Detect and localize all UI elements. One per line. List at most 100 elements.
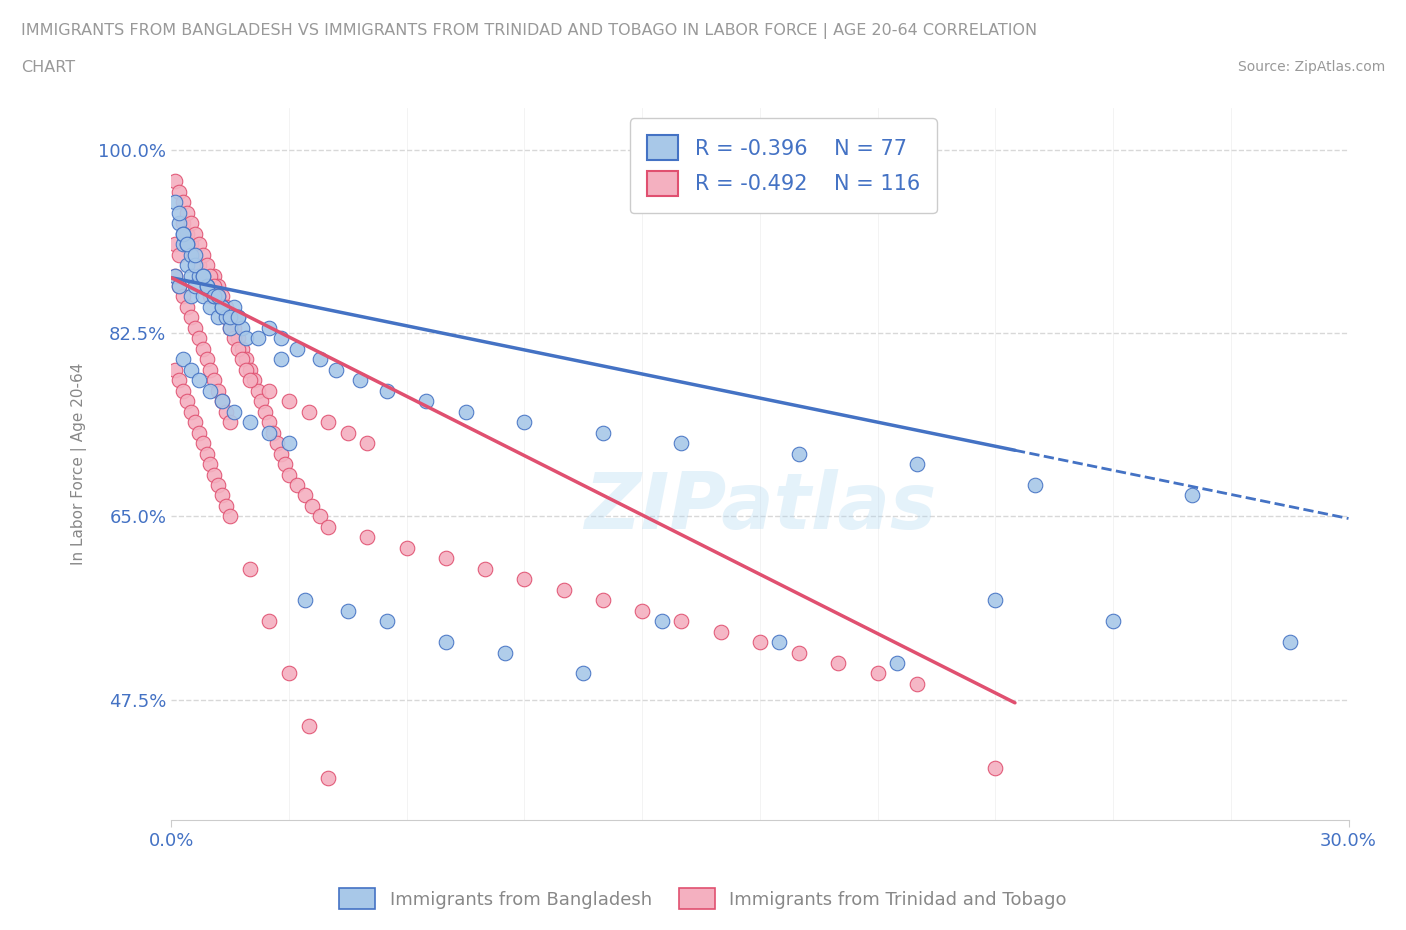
- Point: [231, 321, 253, 336]
- Point: [294, 592, 316, 607]
- Point: [222, 405, 245, 419]
- Point: [278, 435, 301, 450]
- Point: [211, 393, 233, 408]
- Point: [184, 258, 207, 272]
- Point: [207, 279, 229, 294]
- Point: [207, 289, 229, 304]
- Point: [184, 247, 207, 262]
- Point: [266, 435, 288, 450]
- Point: [200, 289, 222, 304]
- Point: [984, 592, 1007, 607]
- Y-axis label: In Labor Force | Age 20-64: In Labor Force | Age 20-64: [72, 363, 87, 565]
- Point: [1102, 614, 1125, 629]
- Point: [239, 373, 262, 388]
- Point: [202, 467, 225, 482]
- Point: [226, 310, 249, 325]
- Text: CHART: CHART: [21, 60, 75, 75]
- Point: [165, 194, 187, 209]
- Point: [259, 321, 281, 336]
- Point: [180, 310, 202, 325]
- Point: [375, 614, 398, 629]
- Point: [195, 258, 218, 272]
- Point: [513, 415, 536, 430]
- Point: [1180, 488, 1202, 503]
- Point: [787, 446, 810, 461]
- Point: [211, 488, 233, 503]
- Point: [474, 562, 496, 577]
- Point: [191, 268, 214, 283]
- Point: [827, 656, 849, 671]
- Point: [294, 488, 316, 503]
- Point: [211, 299, 233, 314]
- Point: [262, 425, 284, 440]
- Point: [222, 331, 245, 346]
- Point: [434, 551, 457, 565]
- Point: [219, 321, 242, 336]
- Point: [172, 237, 194, 252]
- Point: [215, 310, 238, 325]
- Point: [1024, 477, 1046, 492]
- Legend: Immigrants from Bangladesh, Immigrants from Trinidad and Tobago: Immigrants from Bangladesh, Immigrants f…: [332, 881, 1074, 916]
- Point: [375, 383, 398, 398]
- Point: [768, 634, 790, 649]
- Point: [200, 457, 222, 472]
- Point: [167, 247, 190, 262]
- Point: [235, 331, 257, 346]
- Point: [592, 425, 614, 440]
- Point: [651, 614, 673, 629]
- Point: [250, 393, 273, 408]
- Legend: R = -0.396    N = 77, R = -0.492    N = 116: R = -0.396 N = 77, R = -0.492 N = 116: [630, 118, 936, 213]
- Point: [167, 373, 190, 388]
- Point: [207, 477, 229, 492]
- Point: [184, 415, 207, 430]
- Point: [222, 321, 245, 336]
- Point: [395, 540, 418, 555]
- Point: [494, 645, 516, 660]
- Point: [710, 624, 733, 639]
- Point: [180, 237, 202, 252]
- Point: [231, 352, 253, 366]
- Point: [270, 331, 292, 346]
- Point: [278, 393, 301, 408]
- Point: [219, 509, 242, 524]
- Point: [180, 363, 202, 378]
- Point: [195, 279, 218, 294]
- Point: [231, 341, 253, 356]
- Point: [211, 393, 233, 408]
- Point: [184, 247, 207, 262]
- Point: [671, 614, 693, 629]
- Point: [434, 634, 457, 649]
- Point: [191, 289, 214, 304]
- Point: [215, 405, 238, 419]
- Point: [180, 268, 202, 283]
- Point: [215, 498, 238, 513]
- Point: [349, 373, 371, 388]
- Point: [202, 268, 225, 283]
- Point: [180, 289, 202, 304]
- Point: [180, 247, 202, 262]
- Point: [211, 289, 233, 304]
- Point: [165, 268, 187, 283]
- Text: Source: ZipAtlas.com: Source: ZipAtlas.com: [1237, 60, 1385, 74]
- Point: [254, 405, 277, 419]
- Point: [316, 771, 339, 786]
- Point: [1278, 634, 1301, 649]
- Point: [200, 299, 222, 314]
- Point: [172, 289, 194, 304]
- Point: [184, 226, 207, 241]
- Point: [176, 206, 198, 220]
- Point: [336, 604, 359, 618]
- Point: [905, 676, 928, 691]
- Point: [176, 393, 198, 408]
- Point: [167, 279, 190, 294]
- Point: [202, 373, 225, 388]
- Point: [191, 247, 214, 262]
- Point: [787, 645, 810, 660]
- Point: [195, 279, 218, 294]
- Point: [172, 216, 194, 231]
- Point: [984, 761, 1007, 776]
- Point: [226, 341, 249, 356]
- Point: [226, 331, 249, 346]
- Point: [191, 435, 214, 450]
- Point: [226, 310, 249, 325]
